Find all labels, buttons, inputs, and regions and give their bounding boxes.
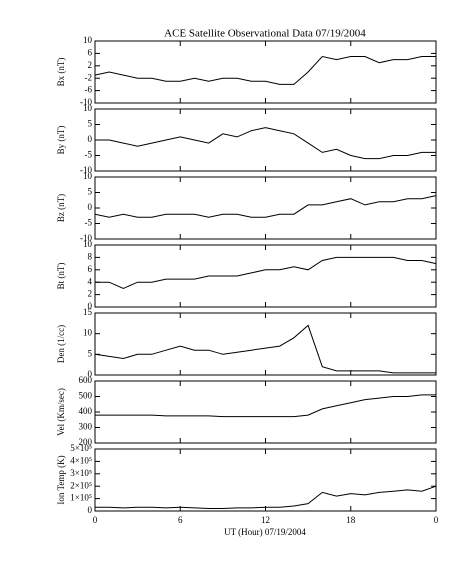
y-axis-label: Den (1/cc) — [56, 325, 66, 363]
y-tick-label: 4×10⁵ — [70, 455, 92, 465]
x-tick-label: 0 — [434, 515, 439, 525]
y-tick-label: 6 — [88, 47, 93, 57]
y-tick-label: 2 — [88, 289, 93, 299]
y-tick-label: 10 — [83, 103, 93, 113]
y-tick-label: -6 — [85, 85, 93, 95]
y-tick-label: 500 — [79, 391, 93, 401]
y-tick-label: -5 — [85, 218, 93, 228]
data-line — [95, 127, 436, 160]
y-tick-label: 5×10⁵ — [70, 443, 92, 453]
y-tick-label: -2 — [85, 72, 93, 82]
data-line — [94, 324, 436, 374]
y-tick-label: 3×10⁵ — [70, 468, 92, 478]
y-tick-label: 5 — [88, 119, 93, 129]
data-line — [94, 55, 436, 85]
y-tick-label: 600 — [79, 375, 93, 385]
y-tick-label: 10 — [83, 328, 93, 338]
y-tick-label: 1×10⁵ — [70, 493, 92, 503]
y-tick-label: 4 — [88, 276, 93, 286]
data-line — [94, 195, 437, 218]
y-tick-label: 300 — [79, 422, 93, 432]
x-tick-label: 0 — [93, 515, 98, 525]
y-tick-label: 0 — [88, 301, 93, 311]
y-tick-label: -10 — [80, 233, 92, 243]
y-tick-label: 15 — [83, 307, 93, 317]
y-tick-label: 0 — [88, 202, 93, 212]
x-tick-label: 6 — [178, 515, 183, 525]
x-axis-label: UT (Hour) 07/19/2004 — [224, 527, 306, 537]
y-tick-label: 10 — [83, 35, 93, 45]
y-axis-label: Vel (Km/sec) — [56, 388, 66, 436]
y-tick-label: 2 — [88, 60, 93, 70]
x-tick-label: 12 — [261, 515, 270, 525]
x-tick-label: 18 — [346, 515, 356, 525]
y-tick-label: 200 — [79, 437, 93, 447]
y-tick-label: 0 — [88, 369, 93, 379]
y-tick-label: 400 — [79, 406, 93, 416]
y-tick-label: 10 — [83, 239, 93, 249]
data-line — [95, 394, 436, 418]
y-axis-label: By (nT) — [56, 126, 66, 155]
y-axis-label: Bz (nT) — [56, 194, 66, 222]
y-tick-label: -10 — [80, 97, 92, 107]
y-tick-label: 6 — [88, 264, 93, 274]
y-tick-label: -10 — [80, 165, 92, 175]
data-line — [95, 256, 437, 289]
chart-title: ACE Satellite Observational Data 07/19/2… — [164, 28, 366, 40]
y-tick-label: 10 — [83, 171, 93, 181]
y-tick-label: 0 — [88, 134, 93, 144]
y-tick-label: 0 — [88, 505, 93, 515]
data-line — [95, 485, 437, 509]
y-tick-label: -5 — [85, 150, 93, 160]
y-axis-label: Ion Temp (K) — [56, 455, 66, 504]
y-axis-label: Bx (nT) — [56, 58, 66, 87]
y-tick-label: 8 — [88, 251, 93, 261]
y-tick-label: 2×10⁵ — [70, 480, 92, 490]
y-tick-label: 5 — [88, 187, 93, 197]
y-axis-label: Bt (nT) — [56, 263, 66, 290]
y-tick-label: 5 — [88, 348, 93, 358]
